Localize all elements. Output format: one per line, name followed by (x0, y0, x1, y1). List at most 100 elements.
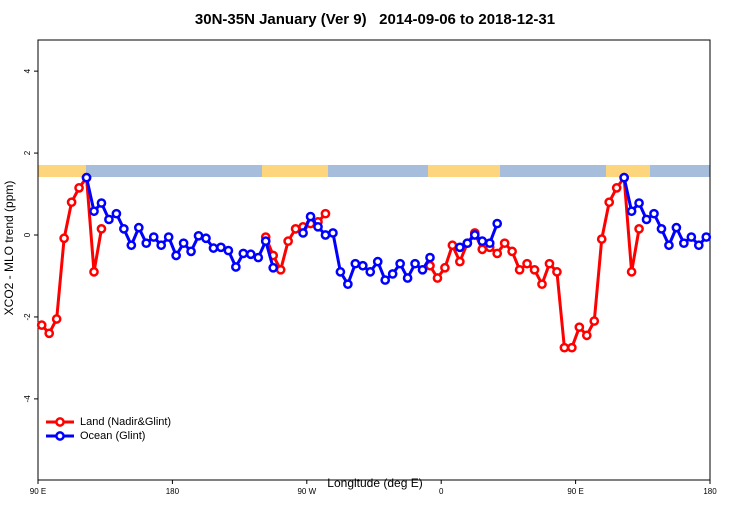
point (581, 330, 592, 341)
point (298, 228, 308, 238)
point (693, 240, 704, 251)
point (664, 240, 674, 251)
point (275, 264, 286, 275)
point (89, 267, 99, 277)
point (320, 230, 331, 240)
point (238, 248, 249, 259)
point (552, 267, 562, 277)
point (44, 328, 55, 339)
point (59, 233, 69, 244)
point (89, 206, 99, 217)
point (589, 316, 600, 326)
point (619, 172, 629, 183)
plot-frame (37, 39, 711, 481)
point (357, 260, 368, 271)
point (447, 240, 458, 251)
legend-marker (55, 417, 65, 427)
point (283, 236, 293, 247)
point (641, 214, 652, 225)
point (208, 243, 219, 253)
point (66, 197, 77, 208)
point (574, 322, 585, 333)
legend-marker (55, 431, 65, 441)
point (462, 238, 473, 249)
point (335, 267, 346, 277)
point (395, 258, 405, 269)
point (604, 197, 615, 208)
point (216, 242, 226, 253)
x-tick-label: 180 (166, 487, 180, 496)
land-band (262, 165, 328, 177)
point (193, 230, 204, 241)
point (201, 233, 211, 244)
chart-title: 30N-35N January (Ver 9) 2014-09-06 to 20… (195, 11, 555, 28)
point (626, 206, 637, 217)
point (163, 232, 174, 242)
point (387, 269, 398, 279)
point (567, 342, 577, 353)
point (141, 238, 152, 249)
surface-band (38, 165, 710, 177)
point (686, 232, 697, 242)
point (417, 264, 428, 275)
point (268, 262, 279, 273)
point (350, 258, 361, 269)
point (634, 224, 644, 234)
point (104, 214, 114, 225)
point (477, 236, 488, 247)
point (432, 273, 443, 283)
x-tick-label: 90 E (30, 487, 46, 496)
point (611, 183, 622, 193)
point (171, 250, 181, 261)
point (380, 275, 391, 285)
point (544, 258, 555, 269)
point (649, 208, 659, 219)
legend-label: Ocean (Glint) (80, 430, 145, 442)
x-axis-label: Longitude (deg E) (327, 476, 422, 490)
point (186, 246, 196, 257)
point (74, 183, 84, 193)
point (469, 230, 480, 240)
land-band (38, 165, 86, 177)
point (320, 208, 331, 219)
point (410, 258, 420, 269)
point (133, 222, 144, 233)
point (223, 245, 234, 256)
point (537, 279, 547, 290)
point (425, 252, 435, 263)
x-tick-label: 90 E (567, 487, 583, 496)
point (492, 248, 503, 259)
land-band (428, 165, 500, 177)
point (36, 320, 47, 330)
x-tick-label: 90 W (297, 487, 316, 496)
point (305, 211, 316, 222)
point (156, 240, 167, 251)
point (126, 240, 137, 251)
y-tick-label: 4 (23, 68, 32, 73)
point (119, 224, 129, 234)
y-tick-label: -2 (23, 313, 32, 321)
land-band (606, 165, 650, 177)
point (372, 256, 383, 267)
point (231, 262, 241, 272)
point (507, 246, 517, 257)
point (656, 224, 667, 234)
point (148, 232, 159, 242)
point (253, 252, 264, 263)
point (440, 262, 450, 273)
point (679, 238, 689, 249)
y-tick-label: 2 (23, 150, 32, 155)
point (328, 228, 338, 238)
point (499, 238, 510, 249)
x-tick-label: 0 (439, 487, 444, 496)
point (51, 314, 62, 324)
point (313, 221, 323, 232)
point (559, 342, 570, 353)
point (455, 242, 465, 253)
y-tick-label: -4 (23, 395, 32, 403)
ocean-band (38, 165, 710, 177)
point (514, 264, 525, 275)
point (290, 224, 301, 234)
point (626, 267, 637, 277)
point (522, 258, 532, 269)
